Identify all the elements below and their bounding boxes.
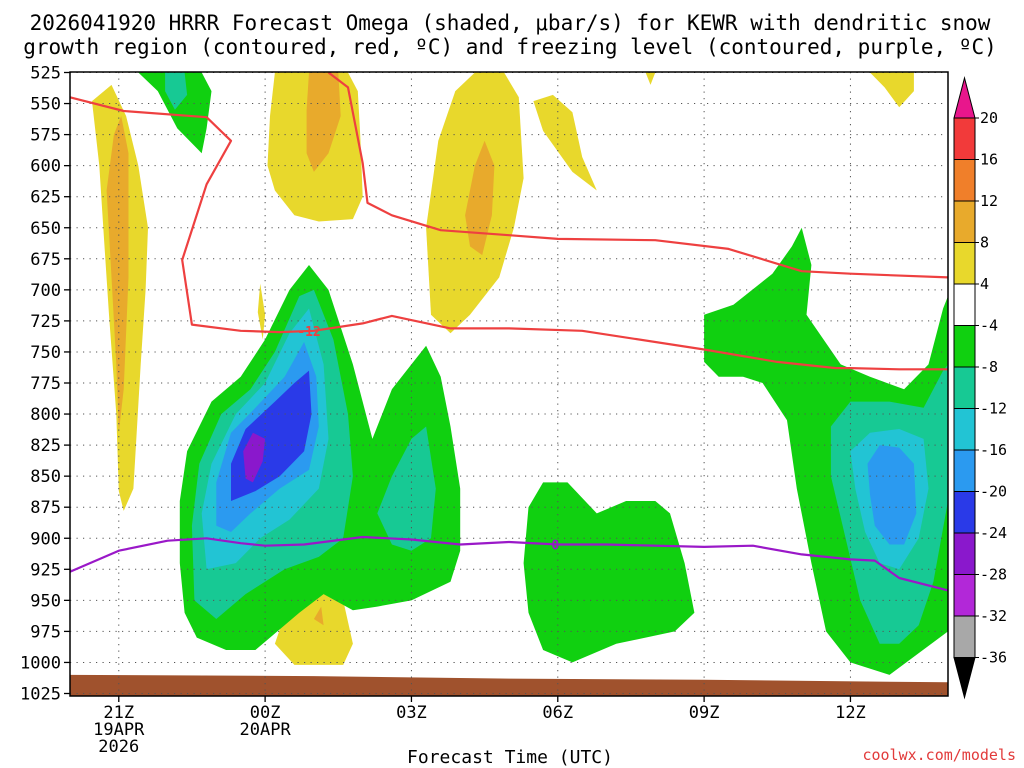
colorbar-label-7: -12 xyxy=(980,400,1007,418)
y-axis: 525 550 575 600 625 650 675 700 725 750 775 800 825 8… xyxy=(20,64,70,705)
grid-lines xyxy=(70,72,948,696)
y-tick-label-825: 825 xyxy=(30,436,61,456)
contour-line-1 xyxy=(327,71,949,279)
contour-line-0 xyxy=(69,96,948,371)
watermark: coolwx.com/models xyxy=(862,746,1016,764)
y-tick-label-650: 650 xyxy=(30,219,61,239)
y-tick-label-1025: 1025 xyxy=(20,685,61,705)
omega-region-yellow-small-1 xyxy=(257,283,266,340)
x-tick-label-2026: 2026 xyxy=(98,737,139,757)
plot-frame xyxy=(69,71,949,697)
omega-region-yellow-right-mid xyxy=(533,94,597,191)
contour-label-0: -12 xyxy=(297,325,320,340)
x-tick-label-19APR: 19APR xyxy=(93,720,145,740)
y-tick-label-600: 600 xyxy=(30,157,61,177)
y-tick-label-775: 775 xyxy=(30,374,61,394)
omega-region-teal-secondary xyxy=(377,426,436,551)
colorbar: 20 16 12 8 4 -4 -8 -12 -16 -20 -24 -28 -32 -36 xyxy=(953,76,1007,700)
colorbar-bin-4 xyxy=(953,283,976,326)
y-tick-label-750: 750 xyxy=(30,343,61,363)
x-tick-label-21Z: 21Z xyxy=(103,703,134,723)
plot-area: -12 0 xyxy=(69,71,949,697)
colorbar-label-10: -24 xyxy=(980,524,1007,542)
colorbar-bin-11 xyxy=(953,574,976,617)
omega-region-orange-top-03z xyxy=(465,140,495,256)
contour-label-2: 0 xyxy=(551,538,559,553)
omega-region-green-top-left xyxy=(138,72,212,154)
x-tick-label-12Z: 12Z xyxy=(835,703,866,723)
colorbar-bottom-cap xyxy=(953,657,976,700)
colorbar-bin-6 xyxy=(953,366,976,409)
contour-line-2 xyxy=(69,535,949,592)
colorbar-label-9: -20 xyxy=(980,483,1007,501)
colorbar-bin-12 xyxy=(953,615,976,658)
y-tick-label-925: 925 xyxy=(30,560,61,580)
y-tick-label-950: 950 xyxy=(30,591,61,611)
colorbar-label-0: 20 xyxy=(980,109,998,127)
omega-region-orange-top-00z xyxy=(306,72,341,172)
colorbar-label-3: 8 xyxy=(980,234,989,252)
colorbar-label-8: -16 xyxy=(980,441,1007,459)
colorbar-bin-5 xyxy=(953,325,976,368)
colorbar-bin-1 xyxy=(953,159,976,202)
x-tick-label-09Z: 09Z xyxy=(689,703,720,723)
colorbar-top-cap xyxy=(953,76,976,119)
colorbar-bin-10 xyxy=(953,532,976,575)
omega-shading xyxy=(92,72,948,675)
colorbar-label-6: -8 xyxy=(980,358,998,376)
colorbar-label-4: 4 xyxy=(980,275,989,293)
colorbar-bin-8 xyxy=(953,449,976,492)
y-tick-label-1000: 1000 xyxy=(20,653,61,673)
terrain-fill xyxy=(70,674,948,696)
y-tick-label-675: 675 xyxy=(30,250,61,270)
y-tick-label-850: 850 xyxy=(30,467,61,487)
colorbar-bin-0 xyxy=(953,117,976,160)
colorbar-bin-9 xyxy=(953,491,976,534)
colorbar-bin-2 xyxy=(953,200,976,243)
x-axis-label: Forecast Time (UTC) xyxy=(407,747,613,768)
y-tick-label-900: 900 xyxy=(30,529,61,549)
chart-title-line-2: growth region (contoured, red, ºC) and f… xyxy=(23,35,997,59)
chart-title-line-1: 2026041920 HRRR Forecast Omega (shaded, … xyxy=(30,11,991,35)
omega-region-yellow-small-2 xyxy=(645,72,656,85)
y-tick-label-800: 800 xyxy=(30,405,61,425)
omega-region-orange-bottom xyxy=(313,606,324,626)
x-tick-label-20APR: 20APR xyxy=(240,720,292,740)
omega-region-green-center xyxy=(523,482,695,663)
y-tick-label-975: 975 xyxy=(30,622,61,642)
y-tick-label-525: 525 xyxy=(30,64,61,84)
y-tick-label-575: 575 xyxy=(30,126,61,146)
colorbar-label-11: -28 xyxy=(980,566,1007,584)
colorbar-bin-7 xyxy=(953,408,976,451)
y-tick-label-700: 700 xyxy=(30,281,61,301)
x-tick-label-03Z: 03Z xyxy=(396,703,427,723)
colorbar-label-12: -32 xyxy=(980,607,1007,625)
colorbar-label-2: 12 xyxy=(980,192,998,210)
omega-region-teal-top-left xyxy=(165,72,188,110)
contour-lines: -12 0 xyxy=(69,71,949,592)
y-tick-label-625: 625 xyxy=(30,188,61,208)
omega-region-yellow-top-right xyxy=(870,72,914,108)
y-tick-label-550: 550 xyxy=(30,95,61,115)
colorbar-label-13: -36 xyxy=(980,649,1007,667)
omega-region-blue-right xyxy=(867,445,917,545)
y-tick-label-725: 725 xyxy=(30,312,61,332)
colorbar-label-1: 16 xyxy=(980,151,998,169)
colorbar-label-5: -4 xyxy=(980,317,998,335)
colorbar-bin-3 xyxy=(953,242,976,285)
terrain-layer xyxy=(70,674,948,696)
x-tick-label-00Z: 00Z xyxy=(250,703,281,723)
y-tick-label-875: 875 xyxy=(30,498,61,518)
omega-region-orange-column-left xyxy=(106,116,129,433)
x-tick-label-06Z: 06Z xyxy=(542,703,573,723)
